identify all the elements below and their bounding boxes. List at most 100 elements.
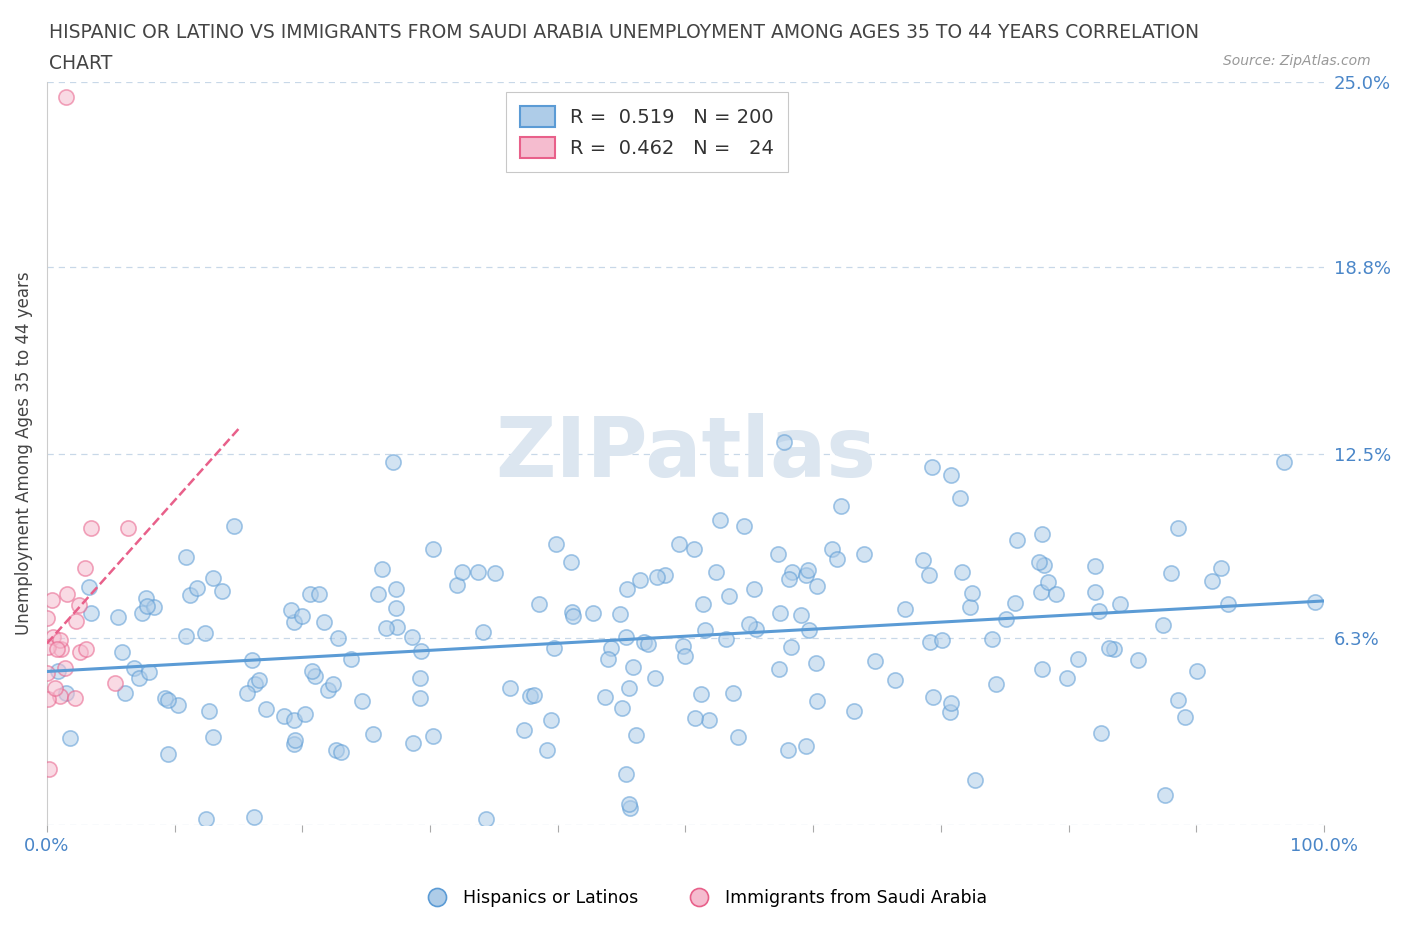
- Point: [714, 631, 737, 646]
- Point: [794, 567, 817, 582]
- Point: [950, 565, 973, 579]
- Point: [965, 773, 987, 788]
- Point: [104, 676, 127, 691]
- Point: [1102, 642, 1125, 657]
- Point: [560, 555, 582, 570]
- Point: [174, 629, 197, 644]
- Point: [984, 677, 1007, 692]
- Point: [157, 692, 180, 707]
- Point: [561, 604, 583, 619]
- Point: [949, 490, 972, 505]
- Point: [1033, 558, 1056, 573]
- Point: [294, 707, 316, 722]
- Point: [142, 600, 165, 615]
- Point: [536, 743, 558, 758]
- Point: [644, 671, 666, 685]
- Point: [79, 579, 101, 594]
- Point: [1153, 787, 1175, 802]
- Point: [939, 695, 962, 710]
- Point: [842, 703, 865, 718]
- Point: [745, 622, 768, 637]
- Point: [931, 632, 953, 647]
- Point: [49, 632, 72, 647]
- Point: [821, 541, 844, 556]
- Point: [385, 581, 408, 596]
- Point: [110, 644, 132, 659]
- Point: [529, 596, 551, 611]
- Point: [53, 660, 76, 675]
- Point: [67, 598, 90, 613]
- Point: [37, 639, 59, 654]
- Point: [806, 694, 828, 709]
- Point: [672, 638, 695, 653]
- Point: [1218, 597, 1240, 612]
- Point: [1187, 664, 1209, 679]
- Point: [450, 565, 472, 580]
- Point: [117, 521, 139, 536]
- Point: [513, 723, 536, 737]
- Point: [55, 90, 77, 105]
- Point: [654, 568, 676, 583]
- Point: [339, 651, 361, 666]
- Point: [409, 691, 432, 706]
- Point: [245, 677, 267, 692]
- Point: [1067, 651, 1090, 666]
- Text: Source: ZipAtlas.com: Source: ZipAtlas.com: [1223, 54, 1371, 68]
- Point: [283, 712, 305, 727]
- Point: [194, 811, 217, 826]
- Point: [600, 641, 623, 656]
- Point: [959, 600, 981, 615]
- Point: [918, 567, 941, 582]
- Point: [689, 686, 711, 701]
- Point: [240, 653, 263, 668]
- Point: [128, 671, 150, 685]
- Point: [543, 641, 565, 656]
- Point: [709, 512, 731, 527]
- Point: [562, 608, 585, 623]
- Point: [769, 605, 792, 620]
- Point: [114, 685, 136, 700]
- Point: [222, 519, 245, 534]
- Point: [1045, 587, 1067, 602]
- Point: [1029, 584, 1052, 599]
- Point: [780, 640, 803, 655]
- Point: [284, 733, 307, 748]
- Point: [211, 583, 233, 598]
- Point: [484, 565, 506, 580]
- Point: [776, 743, 799, 758]
- Point: [1209, 560, 1232, 575]
- Point: [727, 730, 749, 745]
- Point: [46, 663, 69, 678]
- Point: [960, 586, 983, 601]
- Point: [1084, 585, 1107, 600]
- Point: [352, 694, 374, 709]
- Point: [772, 434, 794, 449]
- Point: [865, 653, 887, 668]
- Point: [733, 519, 755, 534]
- Text: ZIPatlas: ZIPatlas: [495, 413, 876, 494]
- Point: [44, 681, 66, 696]
- Point: [519, 688, 541, 703]
- Point: [1167, 520, 1189, 535]
- Point: [322, 676, 344, 691]
- Point: [742, 582, 765, 597]
- Legend: R =  0.519   N = 200, R =  0.462   N =   24: R = 0.519 N = 200, R = 0.462 N = 24: [506, 92, 787, 171]
- Point: [766, 547, 789, 562]
- Point: [472, 625, 495, 640]
- Point: [385, 600, 408, 615]
- Point: [628, 573, 651, 588]
- Point: [778, 572, 800, 587]
- Point: [1090, 725, 1112, 740]
- Point: [69, 644, 91, 659]
- Point: [616, 581, 638, 596]
- Point: [1274, 455, 1296, 470]
- Text: CHART: CHART: [49, 54, 112, 73]
- Point: [80, 605, 103, 620]
- Point: [1007, 532, 1029, 547]
- Point: [107, 609, 129, 624]
- Point: [1031, 526, 1053, 541]
- Point: [830, 499, 852, 514]
- Point: [280, 603, 302, 618]
- Point: [780, 565, 803, 579]
- Point: [1004, 595, 1026, 610]
